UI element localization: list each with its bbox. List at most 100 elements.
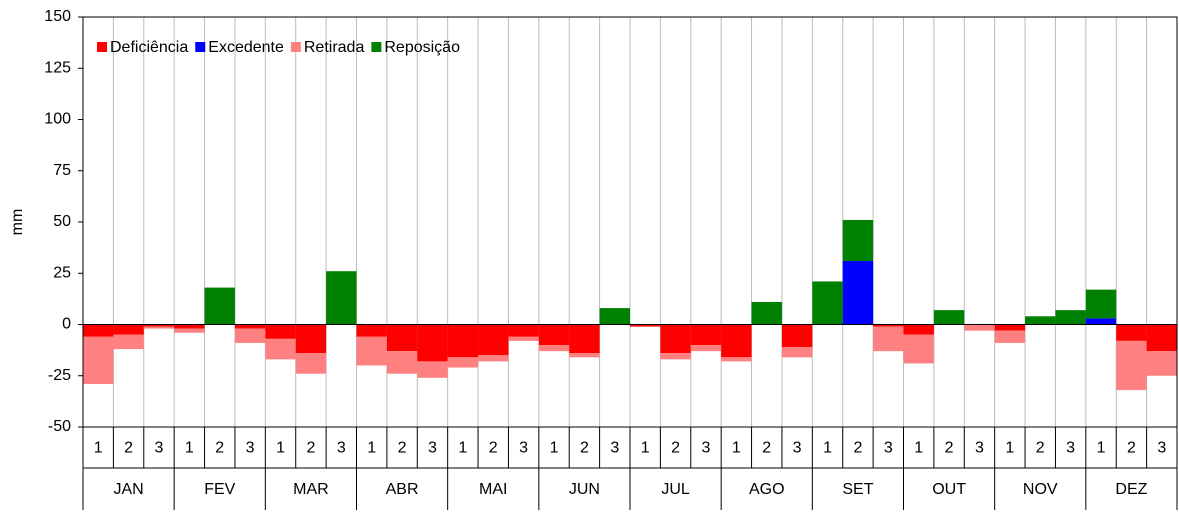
bar-segment bbox=[478, 355, 509, 362]
bar-segment bbox=[721, 357, 752, 362]
legend-swatch bbox=[97, 42, 107, 52]
group-label: JUN bbox=[569, 481, 600, 498]
bar-segment bbox=[386, 351, 418, 374]
bar-segment bbox=[113, 334, 144, 350]
bar-segment bbox=[1116, 324, 1147, 341]
bar-segment bbox=[751, 301, 782, 325]
bar-segment bbox=[1085, 289, 1117, 319]
x-tick-label: 2 bbox=[945, 440, 954, 457]
group-label: JAN bbox=[113, 481, 143, 498]
legend-label: Retirada bbox=[304, 39, 365, 56]
bar-segment bbox=[721, 324, 752, 358]
bar-segment bbox=[295, 353, 327, 374]
bar-segment bbox=[204, 287, 235, 325]
x-tick-label: 1 bbox=[732, 440, 741, 457]
bar-segment bbox=[630, 324, 661, 327]
bar-segment bbox=[660, 353, 691, 360]
x-tick-label: 1 bbox=[823, 440, 832, 457]
bar-segment bbox=[417, 361, 448, 378]
bar-segment bbox=[781, 324, 813, 348]
x-tick-label: 1 bbox=[1097, 440, 1106, 457]
y-tick-label: 100 bbox=[44, 111, 71, 128]
bar-segment bbox=[386, 324, 418, 352]
group-label: ABR bbox=[386, 481, 419, 498]
bar-segment bbox=[994, 324, 1026, 331]
y-tick-label: 125 bbox=[44, 59, 71, 76]
bar-segment bbox=[356, 336, 387, 366]
bar-segment bbox=[842, 219, 874, 261]
x-tick-label: 3 bbox=[428, 440, 437, 457]
x-tick-label: 3 bbox=[155, 440, 164, 457]
group-label: NOV bbox=[1023, 481, 1058, 498]
x-tick-label: 2 bbox=[306, 440, 315, 457]
bar-segment bbox=[812, 281, 843, 325]
x-tick-label: 1 bbox=[550, 440, 559, 457]
y-axis-label: mm bbox=[9, 209, 26, 236]
x-tick-label: 3 bbox=[702, 440, 711, 457]
x-tick-label: 2 bbox=[215, 440, 224, 457]
group-label: SET bbox=[842, 481, 873, 498]
bar-segment bbox=[842, 260, 874, 325]
y-tick-label: -50 bbox=[48, 418, 71, 435]
x-tick-label: 1 bbox=[94, 440, 103, 457]
y-tick-label: 75 bbox=[53, 162, 71, 179]
bar-segment bbox=[174, 328, 205, 333]
bar-segment bbox=[660, 324, 691, 354]
bar-segment bbox=[994, 330, 1026, 343]
bar-segment bbox=[447, 357, 479, 368]
legend-label: Excedente bbox=[208, 39, 284, 56]
x-tick-label: 2 bbox=[1127, 440, 1136, 457]
x-tick-label: 2 bbox=[398, 440, 407, 457]
x-tick-label: 2 bbox=[124, 440, 133, 457]
x-tick-label: 3 bbox=[610, 440, 619, 457]
bar-segment bbox=[781, 347, 813, 358]
bar-segment bbox=[143, 326, 175, 329]
bar-segment bbox=[903, 324, 934, 335]
bar-segment bbox=[1085, 318, 1117, 325]
bar-segment bbox=[447, 324, 479, 358]
bar-segment bbox=[690, 324, 722, 345]
x-tick-label: 1 bbox=[914, 440, 923, 457]
group-label: AGO bbox=[749, 481, 785, 498]
bar-segment bbox=[569, 353, 600, 358]
x-tick-label: 1 bbox=[185, 440, 194, 457]
bar-segment bbox=[265, 338, 296, 360]
bar-segment bbox=[265, 324, 296, 339]
bar-segment bbox=[326, 271, 357, 325]
bar-segment bbox=[1146, 351, 1177, 376]
bar-segment bbox=[174, 324, 205, 329]
x-tick-label: 3 bbox=[1066, 440, 1075, 457]
bar-segment bbox=[1146, 324, 1177, 352]
bar-segment bbox=[1116, 340, 1147, 391]
x-tick-label: 1 bbox=[1005, 440, 1014, 457]
bar-segment bbox=[83, 324, 114, 337]
x-tick-label: 3 bbox=[337, 440, 346, 457]
bar-segment bbox=[83, 336, 114, 384]
legend-swatch bbox=[371, 42, 382, 52]
y-tick-label: 0 bbox=[62, 316, 71, 333]
x-tick-label: 2 bbox=[671, 440, 680, 457]
bar-segment bbox=[508, 324, 539, 337]
x-tick-label: 3 bbox=[246, 440, 255, 457]
bar-segment bbox=[873, 324, 904, 327]
group-label: MAI bbox=[479, 481, 507, 498]
legend-swatch bbox=[290, 42, 301, 52]
y-tick-label: -25 bbox=[48, 367, 71, 384]
bar-segment bbox=[903, 334, 934, 364]
bar-segment bbox=[234, 328, 266, 343]
bar-segment bbox=[417, 324, 448, 362]
x-tick-label: 2 bbox=[1036, 440, 1045, 457]
x-tick-label: 3 bbox=[793, 440, 802, 457]
group-label: DEZ bbox=[1115, 481, 1147, 498]
y-tick-label: 25 bbox=[53, 264, 71, 281]
x-tick-label: 2 bbox=[580, 440, 589, 457]
x-tick-label: 2 bbox=[489, 440, 498, 457]
x-tick-label: 3 bbox=[884, 440, 893, 457]
bar-segment bbox=[569, 324, 600, 354]
legend-swatch bbox=[195, 42, 206, 52]
bar-segment bbox=[143, 324, 175, 327]
bar-segment bbox=[356, 324, 387, 337]
legend-label: Reposição bbox=[384, 39, 460, 56]
bar-segment bbox=[1055, 310, 1086, 325]
